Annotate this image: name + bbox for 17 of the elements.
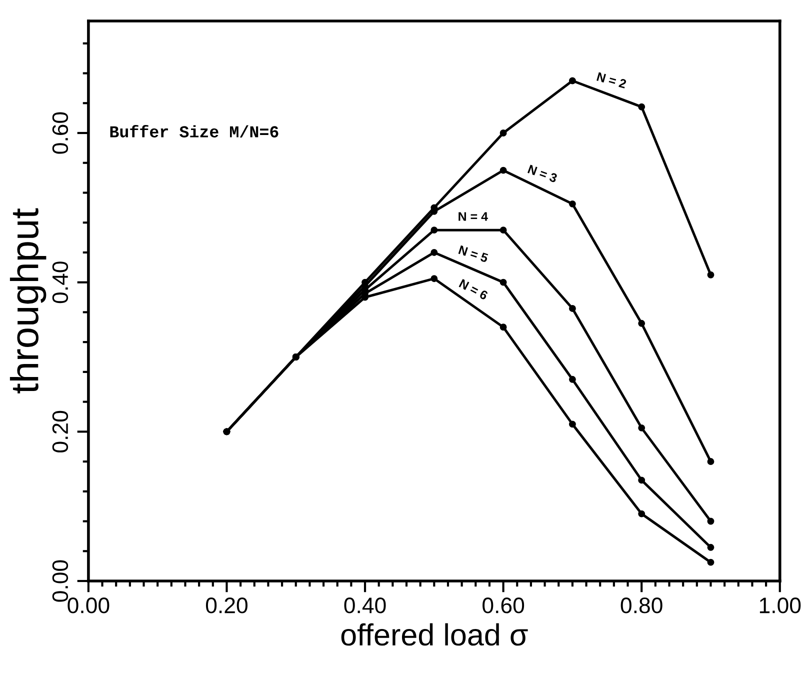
annotation: Buffer Size M/N=6 [110, 124, 278, 138]
text: N = 3 [527, 164, 558, 183]
x-tick-label: 0.80 [620, 598, 662, 614]
series-label: N = 4 [458, 212, 488, 221]
y-axis-title: throughput [10, 208, 46, 394]
x-tick-label: 0.40 [344, 598, 386, 614]
text: N = 2 [596, 72, 627, 88]
y-tick-label: 0.40 [52, 262, 68, 304]
x-axis-title: offered load σ [341, 623, 528, 646]
y-tick-label: 0.60 [52, 112, 68, 154]
x-tick-label: 0.60 [482, 598, 524, 614]
y-tick-label: 0.20 [52, 410, 68, 452]
x-tick-label: 0.00 [68, 598, 110, 614]
x-tick-label: 0.20 [206, 598, 248, 614]
x-tick-label: 1.00 [760, 598, 801, 614]
text: N = 5 [458, 245, 489, 263]
text: N = 6 [458, 278, 488, 300]
